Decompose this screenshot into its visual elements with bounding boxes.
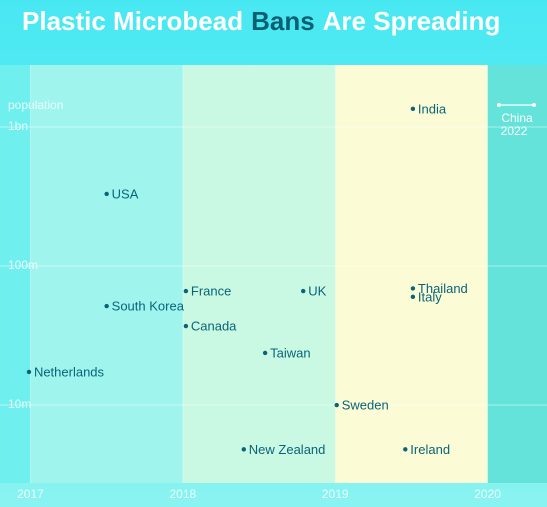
point-label: Italy bbox=[418, 289, 442, 304]
annotation-dot bbox=[497, 103, 501, 107]
y-tick-label: 1bn bbox=[8, 119, 28, 133]
point-label: South Korea bbox=[112, 299, 185, 314]
y-tick-label: 10m bbox=[8, 397, 31, 411]
data-point bbox=[410, 286, 416, 291]
point-label: New Zealand bbox=[249, 442, 326, 457]
data-point bbox=[183, 323, 189, 329]
point-label: France bbox=[191, 284, 231, 299]
y-axis-label: population bbox=[8, 98, 63, 112]
title-part: Plastic Microbead bbox=[22, 6, 243, 36]
data-point bbox=[241, 447, 246, 452]
data-point bbox=[301, 288, 306, 294]
y-tick-label: 100m bbox=[8, 258, 38, 272]
x-tick-label: 2020 bbox=[474, 487, 501, 501]
year-band bbox=[487, 65, 547, 483]
year-band bbox=[0, 65, 31, 483]
annotation: China bbox=[501, 111, 533, 125]
annotation-dot bbox=[532, 103, 536, 107]
x-axis-band bbox=[0, 483, 547, 507]
chart-title: Plastic Microbead Bans Are Spreading bbox=[22, 6, 500, 36]
x-tick-label: 2019 bbox=[322, 487, 349, 501]
year-band bbox=[182, 65, 336, 483]
point-label: Thailand bbox=[418, 281, 468, 296]
annotation: 2022 bbox=[501, 124, 528, 138]
data-point bbox=[334, 402, 339, 408]
point-label: Ireland bbox=[410, 442, 450, 457]
point-label: Sweden bbox=[342, 397, 389, 412]
point-label: India bbox=[418, 101, 447, 116]
data-point bbox=[410, 106, 416, 112]
point-label: UK bbox=[308, 284, 326, 299]
data-point bbox=[262, 350, 268, 356]
point-label: Taiwan bbox=[270, 345, 310, 360]
data-point bbox=[410, 294, 416, 300]
data-point bbox=[403, 447, 408, 452]
year-band bbox=[30, 65, 183, 483]
data-point bbox=[26, 369, 32, 375]
point-label: USA bbox=[112, 186, 139, 201]
point-label: Canada bbox=[191, 318, 237, 333]
data-point bbox=[183, 288, 189, 294]
title-part: Bans bbox=[251, 6, 315, 36]
title-part: Are Spreading bbox=[323, 6, 501, 36]
x-tick-label: 2018 bbox=[169, 487, 196, 501]
x-tick-label: 2017 bbox=[17, 487, 44, 501]
data-point bbox=[104, 191, 109, 197]
data-point bbox=[104, 303, 109, 309]
point-label: Netherlands bbox=[34, 364, 105, 379]
year-band bbox=[335, 65, 488, 483]
